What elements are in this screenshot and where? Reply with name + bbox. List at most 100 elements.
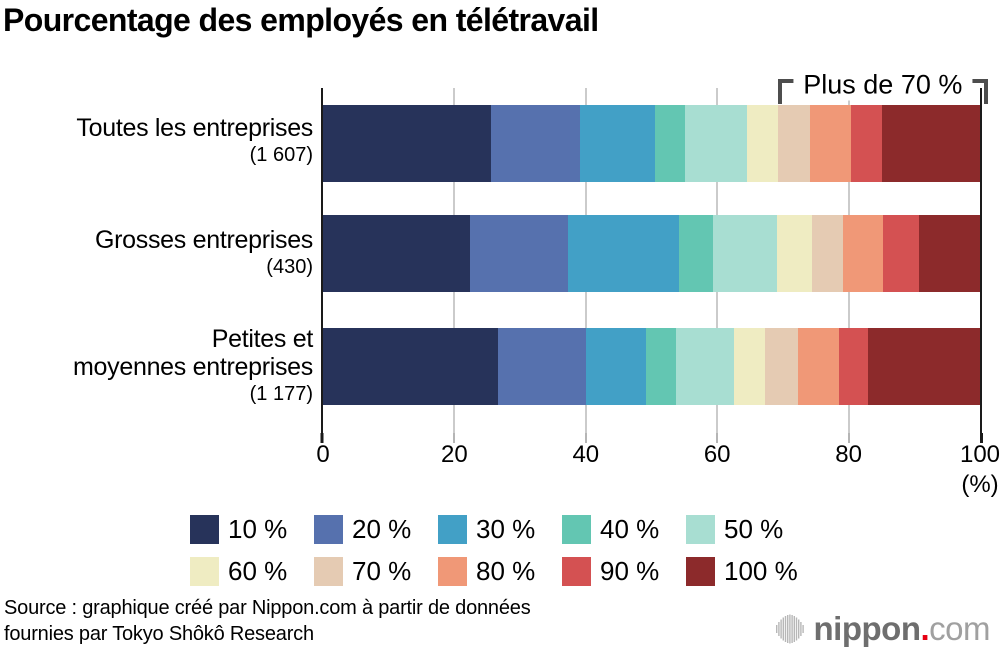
nippon-logo: nippon . com xyxy=(774,610,990,648)
bar-segment-100% xyxy=(882,105,980,182)
bar-segment-40% xyxy=(646,328,677,405)
category-name-line: moyennes entreprises xyxy=(73,353,313,381)
legend-swatch xyxy=(314,515,343,544)
bar-segment-80% xyxy=(810,105,851,182)
legend-entry-20%: 20 % xyxy=(314,514,438,545)
bar-segment-20% xyxy=(498,328,586,405)
bar-segment-50% xyxy=(713,215,777,292)
bar-segment-90% xyxy=(850,105,883,182)
bar-segment-60% xyxy=(747,105,778,182)
category-label-2: Grosses entreprises (430) xyxy=(95,226,313,280)
legend-label: 100 % xyxy=(724,556,798,586)
legend-label: 10 % xyxy=(228,514,288,544)
category-labels: Toutes les entreprises (1 607) Grosses ent… xyxy=(0,0,313,460)
bar-segment-100% xyxy=(868,328,980,405)
legend-swatch xyxy=(562,557,591,586)
axis-tick-80 xyxy=(847,433,850,443)
legend-entry-80%: 80 % xyxy=(438,556,562,587)
bar-row-1 xyxy=(323,105,980,182)
axis-tick-60 xyxy=(716,433,719,443)
category-name-line: Petites et xyxy=(211,325,314,353)
axis-tick-label-80: 80 xyxy=(835,441,862,468)
legend-swatch xyxy=(314,557,343,586)
bar-segment-60% xyxy=(734,328,766,405)
bar-segment-80% xyxy=(843,215,884,292)
source-line-1: Source : graphique créé par Nippon.com à… xyxy=(4,597,531,619)
legend-swatch xyxy=(438,557,467,586)
axis-tick-label-60: 60 xyxy=(703,441,731,468)
bar-segment-50% xyxy=(684,105,748,182)
legend-entry-10%: 10 % xyxy=(190,514,314,545)
bar-segment-90% xyxy=(883,215,919,292)
bar-segment-10% xyxy=(323,215,470,292)
legend-label: 20 % xyxy=(352,514,412,544)
legend-label: 80 % xyxy=(476,556,536,586)
legend-swatch xyxy=(190,557,219,586)
axis-tick-label-20: 20 xyxy=(441,441,468,468)
source-note: Source : graphique créé par Nippon.com à… xyxy=(4,595,531,647)
logo-dot: . xyxy=(920,610,930,647)
bar-segment-70% xyxy=(765,328,798,405)
bar-segment-40% xyxy=(654,105,685,182)
legend-label: 70 % xyxy=(352,556,412,586)
axis-tick-100 xyxy=(980,433,983,443)
axis-tick-label-100: 100 xyxy=(959,441,1000,468)
legend-label: 90 % xyxy=(600,556,660,586)
legend-swatch xyxy=(686,515,715,544)
legend: 10 % 20 % 30 % 40 % 50 % 60 % 70 % 80 % 90 % 100 … xyxy=(190,514,810,587)
category-name-line: Toutes les entreprises xyxy=(76,114,313,142)
legend-swatch xyxy=(686,557,715,586)
bar-segment-10% xyxy=(323,328,499,405)
logo-text-bold: nippon xyxy=(813,610,921,647)
legend-swatch xyxy=(190,515,219,544)
chart-title: Pourcentage des employés en télétravail xyxy=(3,2,599,38)
bar-row-2 xyxy=(323,215,980,292)
bar-segment-60% xyxy=(776,215,812,292)
legend-label: 60 % xyxy=(228,556,288,586)
legend-label: 40 % xyxy=(600,514,660,544)
axis-tick-20 xyxy=(453,433,456,443)
bar-segment-20% xyxy=(469,215,569,292)
bar-row-3 xyxy=(323,328,980,405)
axis-tick-label-0: 0 xyxy=(316,441,330,468)
annotation-label: Plus de 70 % xyxy=(793,69,973,101)
source-line-2: fournies par Tokyo Shôkô Research xyxy=(4,623,314,645)
legend-label: 50 % xyxy=(724,514,784,544)
axis-unit-label: (%) xyxy=(961,471,999,498)
bar-segment-40% xyxy=(679,215,714,292)
category-count: (430) xyxy=(266,256,313,278)
bar-segment-70% xyxy=(811,215,844,292)
soundwave-bars-icon xyxy=(775,614,804,644)
legend-entry-100%: 100 % xyxy=(686,556,810,587)
bar-segment-30% xyxy=(579,105,655,182)
axis-tick-0 xyxy=(320,433,323,443)
category-name-line: Grosses entreprises xyxy=(95,226,313,254)
logo-text-light: com xyxy=(929,610,990,647)
category-count: (1 607) xyxy=(249,144,313,166)
category-label-3: Petites et moyennes entreprises (1 177) xyxy=(73,325,313,407)
bar-segment-30% xyxy=(585,328,647,405)
category-count: (1 177) xyxy=(249,383,313,405)
bar-segment-80% xyxy=(797,328,840,405)
legend-swatch xyxy=(438,515,467,544)
bar-segment-50% xyxy=(676,328,735,405)
category-label-1: Toutes les entreprises (1 607) xyxy=(76,114,313,168)
bar-segment-70% xyxy=(777,105,811,182)
bar-segment-20% xyxy=(490,105,580,182)
legend-entry-40%: 40 % xyxy=(562,514,686,545)
legend-entry-50%: 50 % xyxy=(686,514,810,545)
legend-entry-90%: 90 % xyxy=(562,556,686,587)
plot-area: 0 20 40 60 80 100 (%) Plus de 70 % xyxy=(316,69,1000,498)
legend-swatch xyxy=(562,515,591,544)
legend-entry-30%: 30 % xyxy=(438,514,562,545)
bar-segment-10% xyxy=(323,105,491,182)
bar-segment-100% xyxy=(918,215,980,292)
bar-segment-90% xyxy=(839,328,869,405)
legend-label: 30 % xyxy=(476,514,536,544)
axis-tick-40 xyxy=(584,433,587,443)
bar-segment-30% xyxy=(568,215,680,292)
legend-entry-60%: 60 % xyxy=(190,556,314,587)
annotation-bracket: Plus de 70 % xyxy=(777,69,988,104)
legend-entry-70%: 70 % xyxy=(314,556,438,587)
